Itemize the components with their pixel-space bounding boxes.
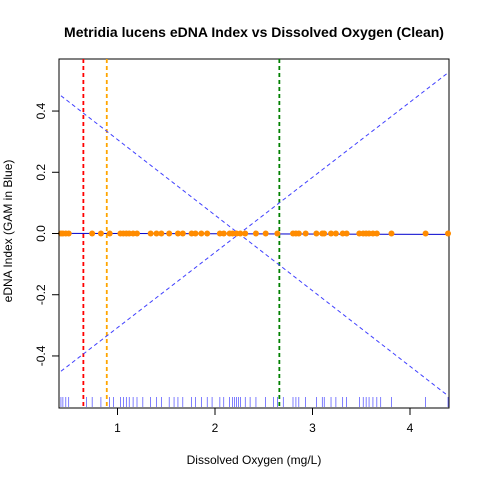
data-points — [57, 230, 452, 237]
x-tick-label: 4 — [407, 421, 414, 435]
y-tick-label: 0.0 — [34, 225, 48, 242]
data-point — [237, 230, 244, 237]
confidence-band-lower — [60, 95, 449, 397]
data-point — [343, 230, 350, 237]
data-point — [147, 230, 154, 237]
x-tick-label: 3 — [309, 421, 316, 435]
x-axis-label: Dissolved Oxygen (mg/L) — [187, 453, 322, 467]
data-point — [153, 230, 160, 237]
data-point — [302, 230, 309, 237]
data-point — [242, 230, 249, 237]
data-point — [204, 230, 211, 237]
data-point — [89, 230, 96, 237]
data-point — [166, 230, 173, 237]
data-point — [332, 230, 339, 237]
data-point — [262, 230, 269, 237]
data-point — [328, 230, 335, 237]
x-axis: 1 2 3 4 — [114, 407, 414, 435]
confidence-band — [60, 72, 449, 397]
data-point — [373, 230, 380, 237]
y-tick-label: 0.4 — [34, 102, 48, 119]
data-point — [192, 230, 199, 237]
y-tick-label: -0.2 — [34, 284, 48, 305]
data-point — [321, 230, 328, 237]
confidence-band-upper — [60, 72, 449, 372]
reference-lines — [82, 59, 281, 408]
data-point — [198, 230, 205, 237]
data-point — [220, 230, 227, 237]
data-point — [106, 230, 113, 237]
data-point — [445, 230, 452, 237]
data-point — [158, 230, 165, 237]
data-point — [388, 230, 395, 237]
x-tick-label: 1 — [114, 421, 121, 435]
chart-title: Metridia lucens eDNA Index vs Dissolved … — [64, 24, 444, 40]
data-point — [422, 230, 429, 237]
x-tick-label: 2 — [212, 421, 219, 435]
data-point — [65, 230, 72, 237]
data-point — [274, 230, 281, 237]
y-axis-label: eDNA Index (GAM in Blue) — [1, 160, 15, 303]
data-point — [97, 230, 104, 237]
y-tick-label: 0.2 — [34, 164, 48, 181]
data-point — [295, 230, 302, 237]
data-point — [313, 230, 320, 237]
y-tick-label: -0.4 — [34, 345, 48, 366]
y-axis: -0.4 -0.2 0.0 0.2 0.4 — [34, 102, 60, 366]
data-point — [179, 230, 186, 237]
data-point — [134, 230, 140, 237]
data-point — [252, 230, 259, 237]
rug — [60, 397, 449, 407]
data-point — [174, 230, 181, 237]
